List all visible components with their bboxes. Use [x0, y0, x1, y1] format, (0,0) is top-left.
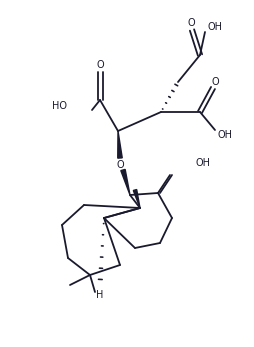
- Text: H: H: [96, 290, 104, 300]
- Text: OH: OH: [207, 22, 222, 32]
- Text: HO: HO: [52, 101, 67, 111]
- Text: O: O: [116, 160, 124, 170]
- Polygon shape: [121, 169, 130, 195]
- Text: O: O: [96, 60, 104, 70]
- Text: O: O: [187, 18, 195, 28]
- Polygon shape: [133, 189, 140, 208]
- Text: OH: OH: [218, 130, 233, 140]
- Polygon shape: [118, 131, 122, 158]
- Text: O: O: [211, 77, 219, 87]
- Text: OH: OH: [195, 158, 210, 168]
